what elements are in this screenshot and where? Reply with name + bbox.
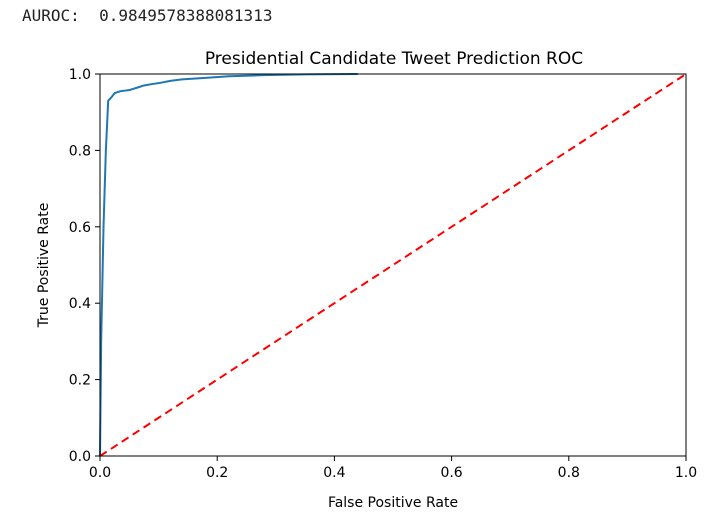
y-tick-label: 0.0 (69, 449, 91, 465)
roc-curve-line (99, 73, 358, 457)
axis-ticks: 0.0 0.2 0.4 0.6 0.8 1.0 0.0 0.2 0.4 0.6 0.8 1.0 (69, 67, 697, 481)
y-axis-label: True Positive Rate (36, 203, 52, 329)
chart-title: Presidential Candidate Tweet Prediction … (205, 49, 583, 69)
x-axis-label: False Positive Rate (328, 495, 458, 511)
x-tick-label: 0.4 (323, 465, 345, 481)
y-tick-label: 0.2 (69, 373, 91, 389)
y-tick-label: 0.6 (69, 220, 91, 236)
y-tick-label: 0.8 (69, 143, 91, 159)
auroc-label: AUROC: (22, 6, 80, 25)
chance-diagonal-line (99, 73, 687, 457)
auroc-value: 0.9849578388081313 (99, 6, 273, 25)
y-tick-label: 1.0 (69, 67, 91, 83)
plot-frame (99, 73, 687, 457)
auroc-output: AUROC: 0.9849578388081313 (22, 6, 272, 26)
x-tick-label: 0.8 (558, 465, 580, 481)
y-tick-label: 0.4 (69, 296, 91, 312)
x-tick-label: 0.2 (206, 465, 228, 481)
x-tick-label: 1.0 (675, 465, 697, 481)
x-tick-label: 0.0 (89, 465, 111, 481)
x-tick-label: 0.6 (440, 465, 462, 481)
plot-area (99, 73, 687, 457)
